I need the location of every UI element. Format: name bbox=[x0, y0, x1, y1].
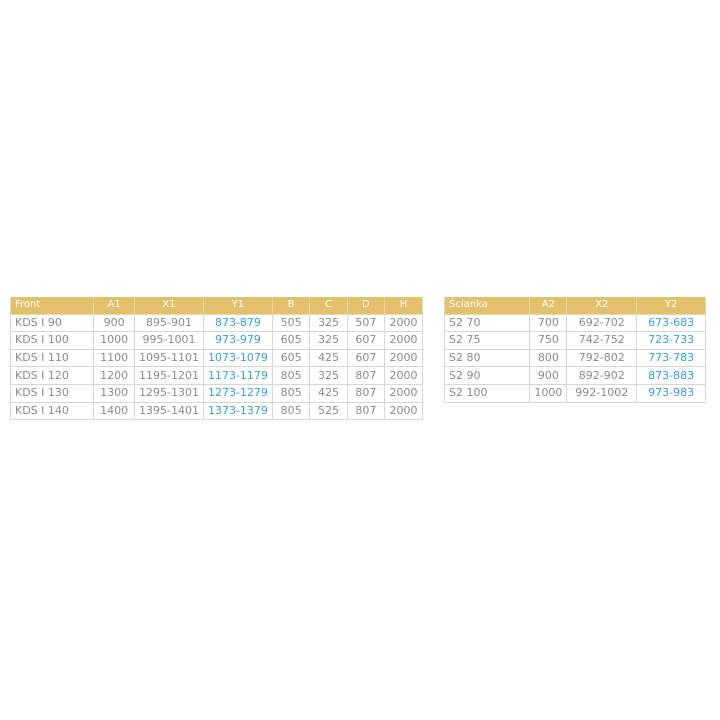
column-header: A2 bbox=[529, 297, 568, 315]
table-cell: S2 100 bbox=[443, 383, 531, 403]
table-cell: 807 bbox=[346, 366, 386, 385]
column-header: Front bbox=[9, 297, 95, 315]
table-cell: 1273-1279 bbox=[202, 383, 273, 403]
table-row: S2 100 1000 992-1002 973-983 bbox=[443, 383, 706, 403]
table-cell: 2000 bbox=[384, 401, 423, 421]
table-cell: 673-683 bbox=[636, 313, 706, 333]
table-cell: 2000 bbox=[384, 313, 423, 333]
table-cell: S2 70 bbox=[443, 313, 531, 333]
front-dimensions-table: Front A1 X1 Y1 B C D H KDS I 90 900 895-901 873-87… bbox=[9, 297, 423, 421]
table-cell: 1400 bbox=[93, 401, 135, 421]
table-cell: 525 bbox=[309, 401, 348, 421]
table-cell: 505 bbox=[271, 313, 311, 333]
table-cell: 807 bbox=[346, 401, 386, 421]
table-cell: 1000 bbox=[529, 383, 568, 403]
table-row: KDS I 130 1300 1295-1301 1273-1279 805 425 807… bbox=[9, 383, 423, 403]
column-header: D bbox=[346, 297, 386, 315]
table-cell: 792-802 bbox=[566, 348, 638, 368]
table-cell: 425 bbox=[309, 383, 348, 403]
table-cell: 1295-1301 bbox=[133, 383, 204, 403]
table-cell: 742-752 bbox=[566, 331, 638, 350]
table-cell: 607 bbox=[346, 331, 386, 350]
table-cell: 700 bbox=[529, 313, 568, 333]
table-cell: KDS I 130 bbox=[9, 383, 95, 403]
table-header-row: Front A1 X1 Y1 B C D H bbox=[9, 297, 423, 315]
table-cell: 1200 bbox=[93, 366, 135, 385]
column-header: A1 bbox=[93, 297, 135, 315]
table-cell: 2000 bbox=[384, 331, 423, 350]
wall-dimensions-table: Ścianka A2 X2 Y2 S2 70 700 692-702 673-683 S2 7… bbox=[443, 297, 706, 403]
table-cell: 1100 bbox=[93, 348, 135, 368]
table-cell: 1000 bbox=[93, 331, 135, 350]
table-cell: S2 75 bbox=[443, 331, 531, 350]
table-cell: 992-1002 bbox=[566, 383, 638, 403]
table-cell: KDS I 110 bbox=[9, 348, 95, 368]
table-cell: 692-702 bbox=[566, 313, 638, 333]
table-cell: KDS I 140 bbox=[9, 401, 95, 421]
table-row: KDS I 110 1100 1095-1101 1073-1079 605 425 607… bbox=[9, 348, 423, 368]
table-cell: 325 bbox=[309, 366, 348, 385]
table-header-row: Ścianka A2 X2 Y2 bbox=[443, 297, 706, 315]
column-header: Y2 bbox=[636, 297, 706, 315]
column-header: C bbox=[309, 297, 348, 315]
table-cell: S2 80 bbox=[443, 348, 531, 368]
table-cell: 325 bbox=[309, 313, 348, 333]
table-cell: 2000 bbox=[384, 366, 423, 385]
table-cell: 873-883 bbox=[636, 366, 706, 385]
table-cell: 873-879 bbox=[202, 313, 273, 333]
table-cell: KDS I 100 bbox=[9, 331, 95, 350]
table-cell: 1173-1179 bbox=[202, 366, 273, 385]
table-cell: 773-783 bbox=[636, 348, 706, 368]
table-cell: S2 90 bbox=[443, 366, 531, 385]
table-cell: 507 bbox=[346, 313, 386, 333]
table-cell: 995-1001 bbox=[133, 331, 204, 350]
column-header: Y1 bbox=[202, 297, 273, 315]
table-cell: 605 bbox=[271, 331, 311, 350]
table-cell: 805 bbox=[271, 401, 311, 421]
table-cell: 892-902 bbox=[566, 366, 638, 385]
table-cell: 425 bbox=[309, 348, 348, 368]
table-row: S2 70 700 692-702 673-683 bbox=[443, 313, 706, 333]
table-cell: 1373-1379 bbox=[202, 401, 273, 421]
column-header: B bbox=[271, 297, 311, 315]
table-cell: 1095-1101 bbox=[133, 348, 204, 368]
table-cell: 1073-1079 bbox=[202, 348, 273, 368]
table-row: S2 80 800 792-802 773-783 bbox=[443, 348, 706, 368]
table-cell: KDS I 90 bbox=[9, 313, 95, 333]
table-row: S2 75 750 742-752 723-733 bbox=[443, 331, 706, 350]
column-header: H bbox=[384, 297, 423, 315]
table-cell: 800 bbox=[529, 348, 568, 368]
table-cell: 900 bbox=[529, 366, 568, 385]
table-cell: 1395-1401 bbox=[133, 401, 204, 421]
table-cell: 1195-1201 bbox=[133, 366, 204, 385]
column-header: X2 bbox=[566, 297, 638, 315]
table-cell: 325 bbox=[309, 331, 348, 350]
table-cell: 750 bbox=[529, 331, 568, 350]
table-row: S2 90 900 892-902 873-883 bbox=[443, 366, 706, 385]
table-row: KDS I 120 1200 1195-1201 1173-1179 805 325 807… bbox=[9, 366, 423, 385]
column-header: X1 bbox=[133, 297, 204, 315]
table-cell: 900 bbox=[93, 313, 135, 333]
table-row: KDS I 100 1000 995-1001 973-979 605 325 607 200… bbox=[9, 331, 423, 350]
table-cell: KDS I 120 bbox=[9, 366, 95, 385]
table-cell: 605 bbox=[271, 348, 311, 368]
table-cell: 2000 bbox=[384, 348, 423, 368]
table-row: KDS I 90 900 895-901 873-879 505 325 507 2000 bbox=[9, 313, 423, 333]
column-header: Ścianka bbox=[443, 297, 531, 315]
table-cell: 973-983 bbox=[636, 383, 706, 403]
table-cell: 807 bbox=[346, 383, 386, 403]
table-cell: 805 bbox=[271, 383, 311, 403]
table-cell: 607 bbox=[346, 348, 386, 368]
table-cell: 805 bbox=[271, 366, 311, 385]
table-cell: 2000 bbox=[384, 383, 423, 403]
table-cell: 723-733 bbox=[636, 331, 706, 350]
table-row: KDS I 140 1400 1395-1401 1373-1379 805 525 807… bbox=[9, 401, 423, 421]
table-cell: 973-979 bbox=[202, 331, 273, 350]
table-cell: 1300 bbox=[93, 383, 135, 403]
table-cell: 895-901 bbox=[133, 313, 204, 333]
